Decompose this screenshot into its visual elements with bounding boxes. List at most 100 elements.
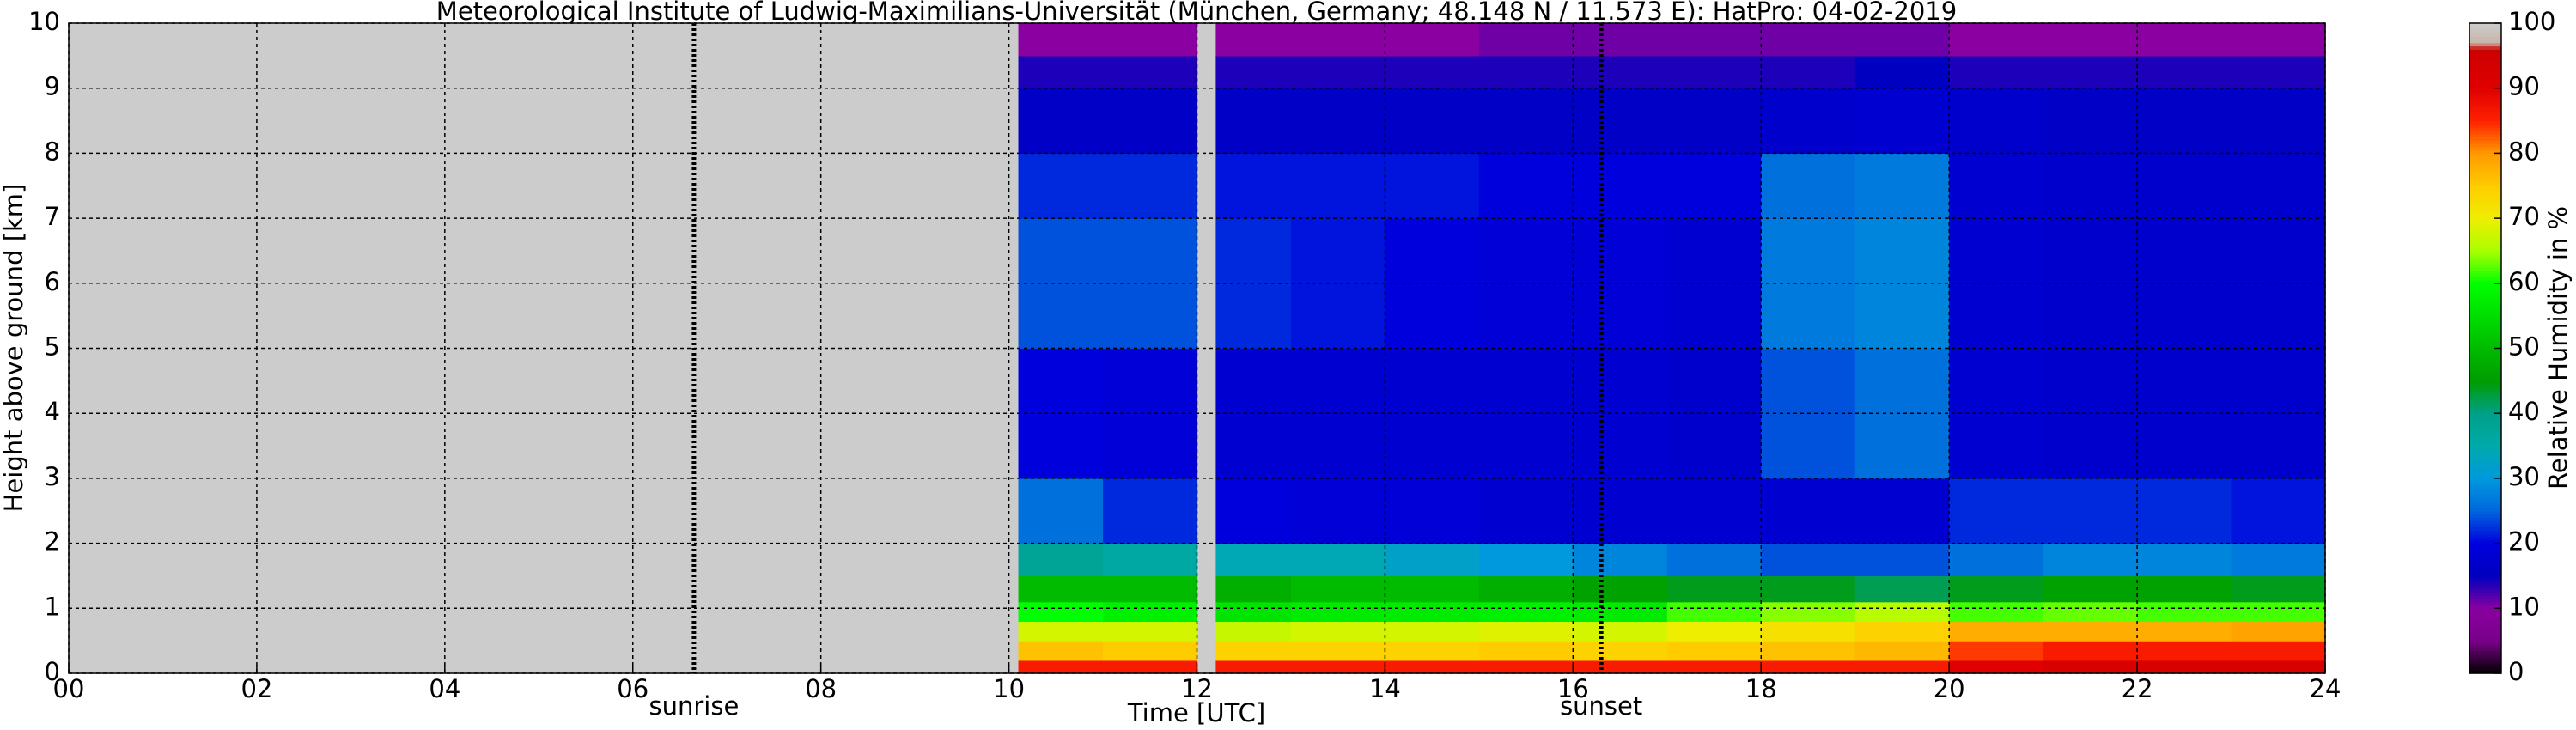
- chart-title: Meteorological Institute of Ludwig-Maxim…: [436, 0, 1957, 26]
- heatmap-cell: [1385, 641, 1480, 661]
- plot-frame: [68, 22, 2326, 674]
- heatmap-cell: [1573, 88, 1668, 154]
- heatmap-cell: [1854, 601, 1950, 623]
- heatmap-cell: [1478, 23, 1574, 57]
- heatmap-cell: [1478, 660, 1574, 674]
- colorbar-segment: [2469, 608, 2501, 612]
- heatmap-cell: [1290, 23, 1386, 57]
- colorbar-segment: [2469, 289, 2501, 294]
- colorbar-tick-label: 0: [2508, 657, 2524, 686]
- colorbar-segment: [2469, 295, 2501, 301]
- colorbar-tick-label: 70: [2508, 202, 2540, 231]
- heatmap-cell: [1854, 660, 1950, 674]
- colorbar-segment: [2469, 374, 2501, 379]
- colorbar-segment: [2469, 634, 2501, 638]
- heatmap-cell: [1103, 660, 1198, 674]
- colorbar-segment: [2469, 273, 2501, 277]
- heatmap-cell: [1761, 641, 1856, 661]
- colorbar-segment: [2469, 406, 2501, 411]
- colorbar-segment: [2469, 647, 2501, 652]
- heatmap-cell: [1573, 153, 1668, 219]
- heatmap-cell: [1949, 153, 2044, 219]
- colorbar-segment: [2469, 563, 2501, 567]
- colorbar-label: Relative Humidity in %: [2543, 206, 2573, 490]
- colorbar-segment: [2469, 153, 2501, 157]
- colorbar-segment: [2469, 351, 2501, 356]
- colorbar-segment: [2469, 355, 2501, 359]
- x-tick-label: 10: [993, 674, 1025, 703]
- colorbar-tick-label: 30: [2508, 462, 2540, 491]
- heatmap-cell: [1290, 218, 1386, 350]
- colorbar-segment: [2469, 475, 2501, 479]
- colorbar-segment: [2469, 510, 2501, 515]
- colorbar-segment: [2469, 654, 2501, 658]
- heatmap-cell: [1573, 621, 1668, 642]
- colorbar-segment: [2469, 579, 2501, 583]
- heatmap-cell: [1103, 601, 1198, 623]
- colorbar-segment: [2469, 559, 2501, 563]
- heatmap-cell: [1290, 543, 1386, 577]
- heatmap-cell: [2231, 575, 2326, 603]
- heatmap-cell: [2043, 478, 2138, 544]
- colorbar-segment: [2469, 504, 2501, 508]
- colorbar-segment: [2469, 520, 2501, 525]
- heatmap-cell: [1385, 153, 1480, 219]
- heatmap-cell: [1854, 88, 1950, 154]
- heatmap-cell: [1385, 660, 1480, 674]
- colorbar-segment: [2469, 250, 2501, 255]
- heatmap-cell: [1215, 55, 1292, 89]
- colorbar-segment: [2469, 426, 2501, 430]
- colorbar-segment: [2469, 530, 2501, 534]
- colorbar-segment: [2469, 592, 2501, 596]
- heatmap-cell: [1018, 641, 1104, 661]
- colorbar-segment: [2469, 58, 2501, 64]
- colorbar-segment: [2469, 231, 2501, 235]
- colorbar-segment: [2469, 325, 2501, 330]
- heatmap-cell: [1290, 478, 1386, 544]
- heatmap-cell: [1666, 23, 1762, 57]
- heatmap-cell: [1949, 601, 2044, 623]
- colorbar-segment: [2469, 361, 2501, 366]
- heatmap-cell: [1666, 543, 1762, 577]
- heatmap-cell: [1018, 621, 1104, 642]
- colorbar-segment: [2469, 461, 2501, 466]
- heatmap-cell: [1290, 55, 1386, 89]
- colorbar-segment: [2469, 221, 2501, 226]
- heatmap-cell: [1666, 88, 1762, 154]
- colorbar-segment: [2469, 370, 2501, 375]
- x-tick-label: 18: [1745, 674, 1777, 703]
- colorbar-segment: [2469, 442, 2501, 447]
- heatmap-cell: [1854, 543, 1950, 577]
- colorbar-segment: [2469, 195, 2501, 199]
- heatmap-cell: [2043, 88, 2138, 154]
- colorbar-segment: [2469, 569, 2501, 574]
- heatmap-cell: [1215, 660, 1292, 674]
- colorbar-segment: [2469, 299, 2501, 304]
- colorbar-segment: [2469, 117, 2501, 122]
- colorbar-segment: [2469, 68, 2501, 73]
- heatmap-cell: [1215, 153, 1292, 219]
- colorbar-segment: [2469, 400, 2501, 405]
- colorbar-segment: [2469, 546, 2501, 551]
- heatmap-cell: [1103, 478, 1198, 544]
- colorbar-tick-label: 90: [2508, 72, 2540, 101]
- heatmap-cell: [1290, 348, 1386, 479]
- heatmap-cell: [2137, 621, 2232, 642]
- colorbar-segment: [2469, 100, 2501, 106]
- colorbar-segment: [2469, 543, 2501, 547]
- heatmap-cell: [1573, 348, 1668, 479]
- colorbar-segment: [2469, 488, 2501, 492]
- heatmap-cell: [2231, 641, 2326, 661]
- colorbar-segment: [2469, 94, 2501, 99]
- colorbar-segment: [2469, 448, 2501, 453]
- colorbar-segment: [2469, 494, 2501, 499]
- heatmap-cell: [1666, 153, 1762, 219]
- colorbar-segment: [2469, 393, 2501, 398]
- colorbar-segment: [2469, 663, 2501, 668]
- colorbar-segment: [2469, 315, 2501, 320]
- annotation-label: sunrise: [649, 691, 739, 721]
- colorbar-segment: [2469, 312, 2501, 317]
- heatmap-cell: [1018, 543, 1104, 577]
- colorbar-segment: [2469, 88, 2501, 93]
- colorbar-tick-label: 40: [2508, 397, 2540, 426]
